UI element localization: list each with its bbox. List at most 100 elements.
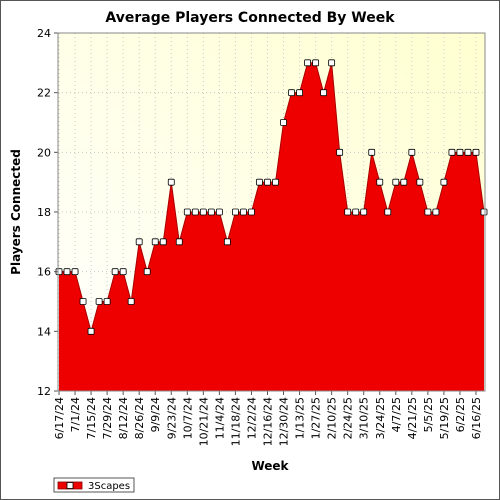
- data-point: [288, 89, 295, 97]
- x-tick-label: 8/26/24: [133, 397, 146, 439]
- y-tick-label: 24: [37, 27, 51, 40]
- data-point: [280, 119, 287, 126]
- y-tick-label: 18: [37, 206, 51, 219]
- y-axis-label: Players Connected: [9, 149, 23, 275]
- x-tick-label: 10/21/24: [197, 397, 210, 446]
- x-tick-label: 4/21/25: [406, 397, 419, 439]
- data-point: [352, 208, 360, 216]
- x-tick-label: 5/5/25: [422, 397, 435, 432]
- data-point: [312, 59, 320, 67]
- legend: 3Scapes: [53, 477, 135, 493]
- y-tick-label: 14: [37, 325, 51, 338]
- data-point: [376, 178, 384, 186]
- data-point: [328, 59, 336, 67]
- data-point: [159, 238, 167, 246]
- x-tick-label: 12/2/24: [245, 397, 258, 439]
- x-tick-label: 1/13/25: [294, 397, 307, 439]
- data-point: [472, 148, 480, 156]
- data-point: [480, 208, 488, 216]
- data-point: [320, 89, 328, 97]
- data-point: [384, 208, 392, 216]
- data-point: [256, 178, 263, 186]
- x-tick-label: 6/2/25: [454, 397, 467, 432]
- data-point: [272, 178, 279, 186]
- data-point: [127, 298, 135, 305]
- data-point: [304, 59, 311, 67]
- data-point: [223, 238, 231, 246]
- data-point: [135, 238, 143, 246]
- x-tick-label: 6/16/25: [470, 397, 483, 439]
- data-point: [191, 208, 199, 216]
- data-point: [464, 148, 472, 156]
- data-point: [167, 178, 175, 186]
- series-line: [59, 62, 485, 334]
- y-tick-label: 12: [37, 385, 51, 398]
- legend-label: 3Scapes: [88, 481, 130, 492]
- y-tick-label: 20: [37, 146, 51, 159]
- data-point: [424, 208, 432, 216]
- x-tick-label: 10/7/24: [181, 397, 194, 439]
- data-point: [264, 178, 271, 186]
- data-point: [143, 268, 151, 276]
- data-point: [408, 148, 416, 156]
- x-tick-label: 6/17/24: [53, 397, 66, 439]
- data-point: [440, 178, 448, 186]
- data-point: [400, 178, 408, 186]
- x-tick-label: 8/12/24: [117, 397, 130, 439]
- x-tick-label: 11/18/24: [229, 397, 242, 446]
- plot-border: [57, 32, 486, 392]
- data-point: [79, 298, 87, 305]
- data-point: [207, 208, 215, 216]
- data-point: [151, 238, 159, 246]
- x-tick-label: 12/16/24: [261, 397, 274, 446]
- x-tick-label: 11/4/24: [213, 397, 226, 439]
- x-tick-label: 3/10/25: [358, 397, 371, 439]
- data-point: [456, 148, 464, 156]
- y-axis-ticks: 12 14 16 18 20 22 24: [37, 27, 58, 398]
- data-point: [111, 268, 119, 276]
- data-points: [55, 59, 488, 335]
- data-point: [119, 268, 127, 276]
- x-tick-label: 7/29/24: [101, 397, 114, 439]
- data-point: [240, 208, 247, 216]
- data-point: [248, 208, 255, 216]
- data-point: [232, 208, 239, 216]
- x-tick-label: 1/27/25: [310, 397, 323, 439]
- data-point: [368, 148, 376, 156]
- data-point: [63, 268, 71, 276]
- x-tick-label: 7/1/24: [69, 397, 82, 432]
- y-tick-label: 22: [37, 87, 51, 100]
- data-point: [103, 298, 111, 305]
- x-tick-label: 2/10/25: [326, 397, 339, 439]
- x-tick-label: 5/19/25: [438, 397, 451, 439]
- data-point: [183, 208, 191, 216]
- y-tick-label: 16: [37, 266, 51, 279]
- x-tick-label: 7/15/24: [85, 397, 98, 439]
- data-point: [360, 208, 368, 216]
- data-point: [392, 178, 400, 186]
- data-point: [432, 208, 440, 216]
- x-tick-label: 12/30/24: [278, 397, 291, 446]
- data-point: [71, 268, 79, 276]
- data-point: [296, 89, 303, 97]
- x-tick-label: 9/23/24: [165, 397, 178, 439]
- x-tick-label: 3/24/25: [374, 397, 387, 439]
- data-point: [199, 208, 207, 216]
- data-point: [95, 298, 103, 305]
- data-point: [336, 148, 344, 156]
- x-tick-label: 2/24/25: [342, 397, 355, 439]
- data-point: [344, 208, 352, 216]
- x-axis-ticks: 6/17/24 7/1/24 7/15/24 7/29/24 8/12/24 8/26/2…: [53, 391, 483, 446]
- data-point: [448, 148, 456, 156]
- data-point: [416, 178, 424, 186]
- data-point: [175, 238, 183, 246]
- x-tick-label: 4/7/25: [390, 397, 403, 432]
- series-area: [59, 62, 484, 391]
- data-point: [87, 327, 95, 335]
- x-tick-label: 9/9/24: [149, 397, 162, 432]
- x-axis-label: Week: [251, 459, 289, 473]
- legend-marker: [66, 482, 74, 489]
- series-area-layer: [59, 62, 485, 391]
- data-point: [215, 208, 223, 216]
